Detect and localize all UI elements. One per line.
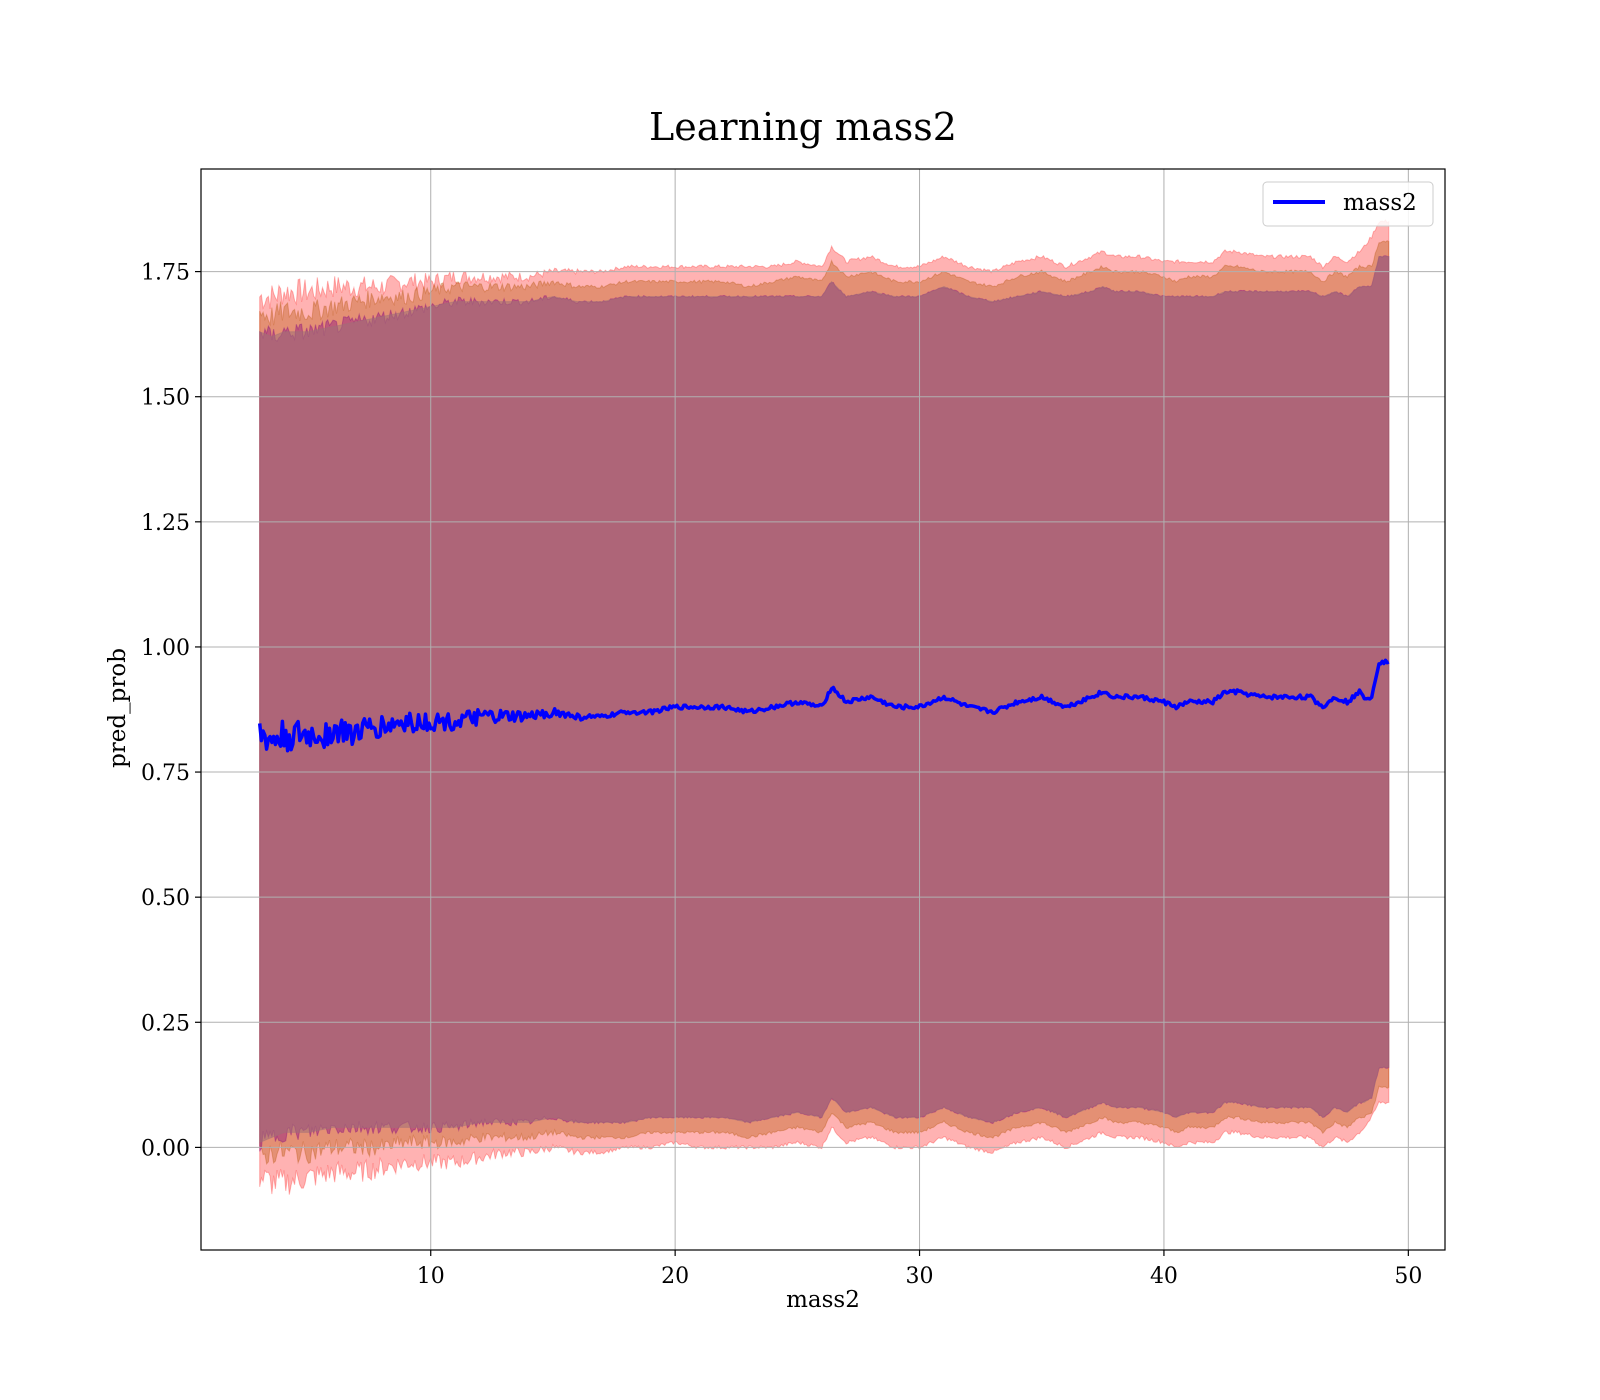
band-core: [259, 256, 1390, 1144]
grid-lines: [201, 169, 1445, 1250]
x-tick-label-4: 50: [1394, 1264, 1422, 1289]
x-tick-label-0: 10: [417, 1264, 445, 1289]
legend-label-mass2: mass2: [1343, 190, 1417, 216]
y-tick-label-4: 1.00: [141, 636, 190, 661]
y-tick-label-7: 1.75: [141, 261, 190, 286]
legend-box: [1262, 181, 1434, 227]
axes-frame: [200, 168, 1446, 1251]
y-tick-label-3: 0.75: [141, 761, 190, 786]
x-tick-label-1: 20: [661, 1264, 689, 1289]
series-lines: [257, 658, 1390, 753]
x-axis-ticks: 10 20 30 40 50: [417, 1250, 1422, 1289]
confidence-bands: [259, 219, 1390, 1195]
series-line-mass2: [257, 658, 1390, 753]
x-axis-label: mass2: [786, 1287, 860, 1313]
plot-area: [200, 168, 1446, 1251]
x-tick-label-2: 30: [906, 1264, 934, 1289]
y-tick-label-2: 0.50: [141, 886, 190, 911]
y-tick-label-0: 0.00: [141, 1136, 190, 1161]
y-axis-label: pred_prob: [105, 648, 131, 768]
y-tick-label-1: 0.25: [141, 1011, 190, 1036]
chart-title: Learning mass2: [649, 105, 957, 149]
x-tick-label-3: 40: [1150, 1264, 1178, 1289]
y-tick-label-6: 1.50: [141, 386, 190, 411]
y-tick-label-5: 1.25: [141, 511, 190, 536]
legend: mass2: [1262, 181, 1434, 227]
y-axis-ticks: 0.00 0.25 0.50 0.75 1.00 1.25 1.50 1.75: [141, 261, 201, 1161]
